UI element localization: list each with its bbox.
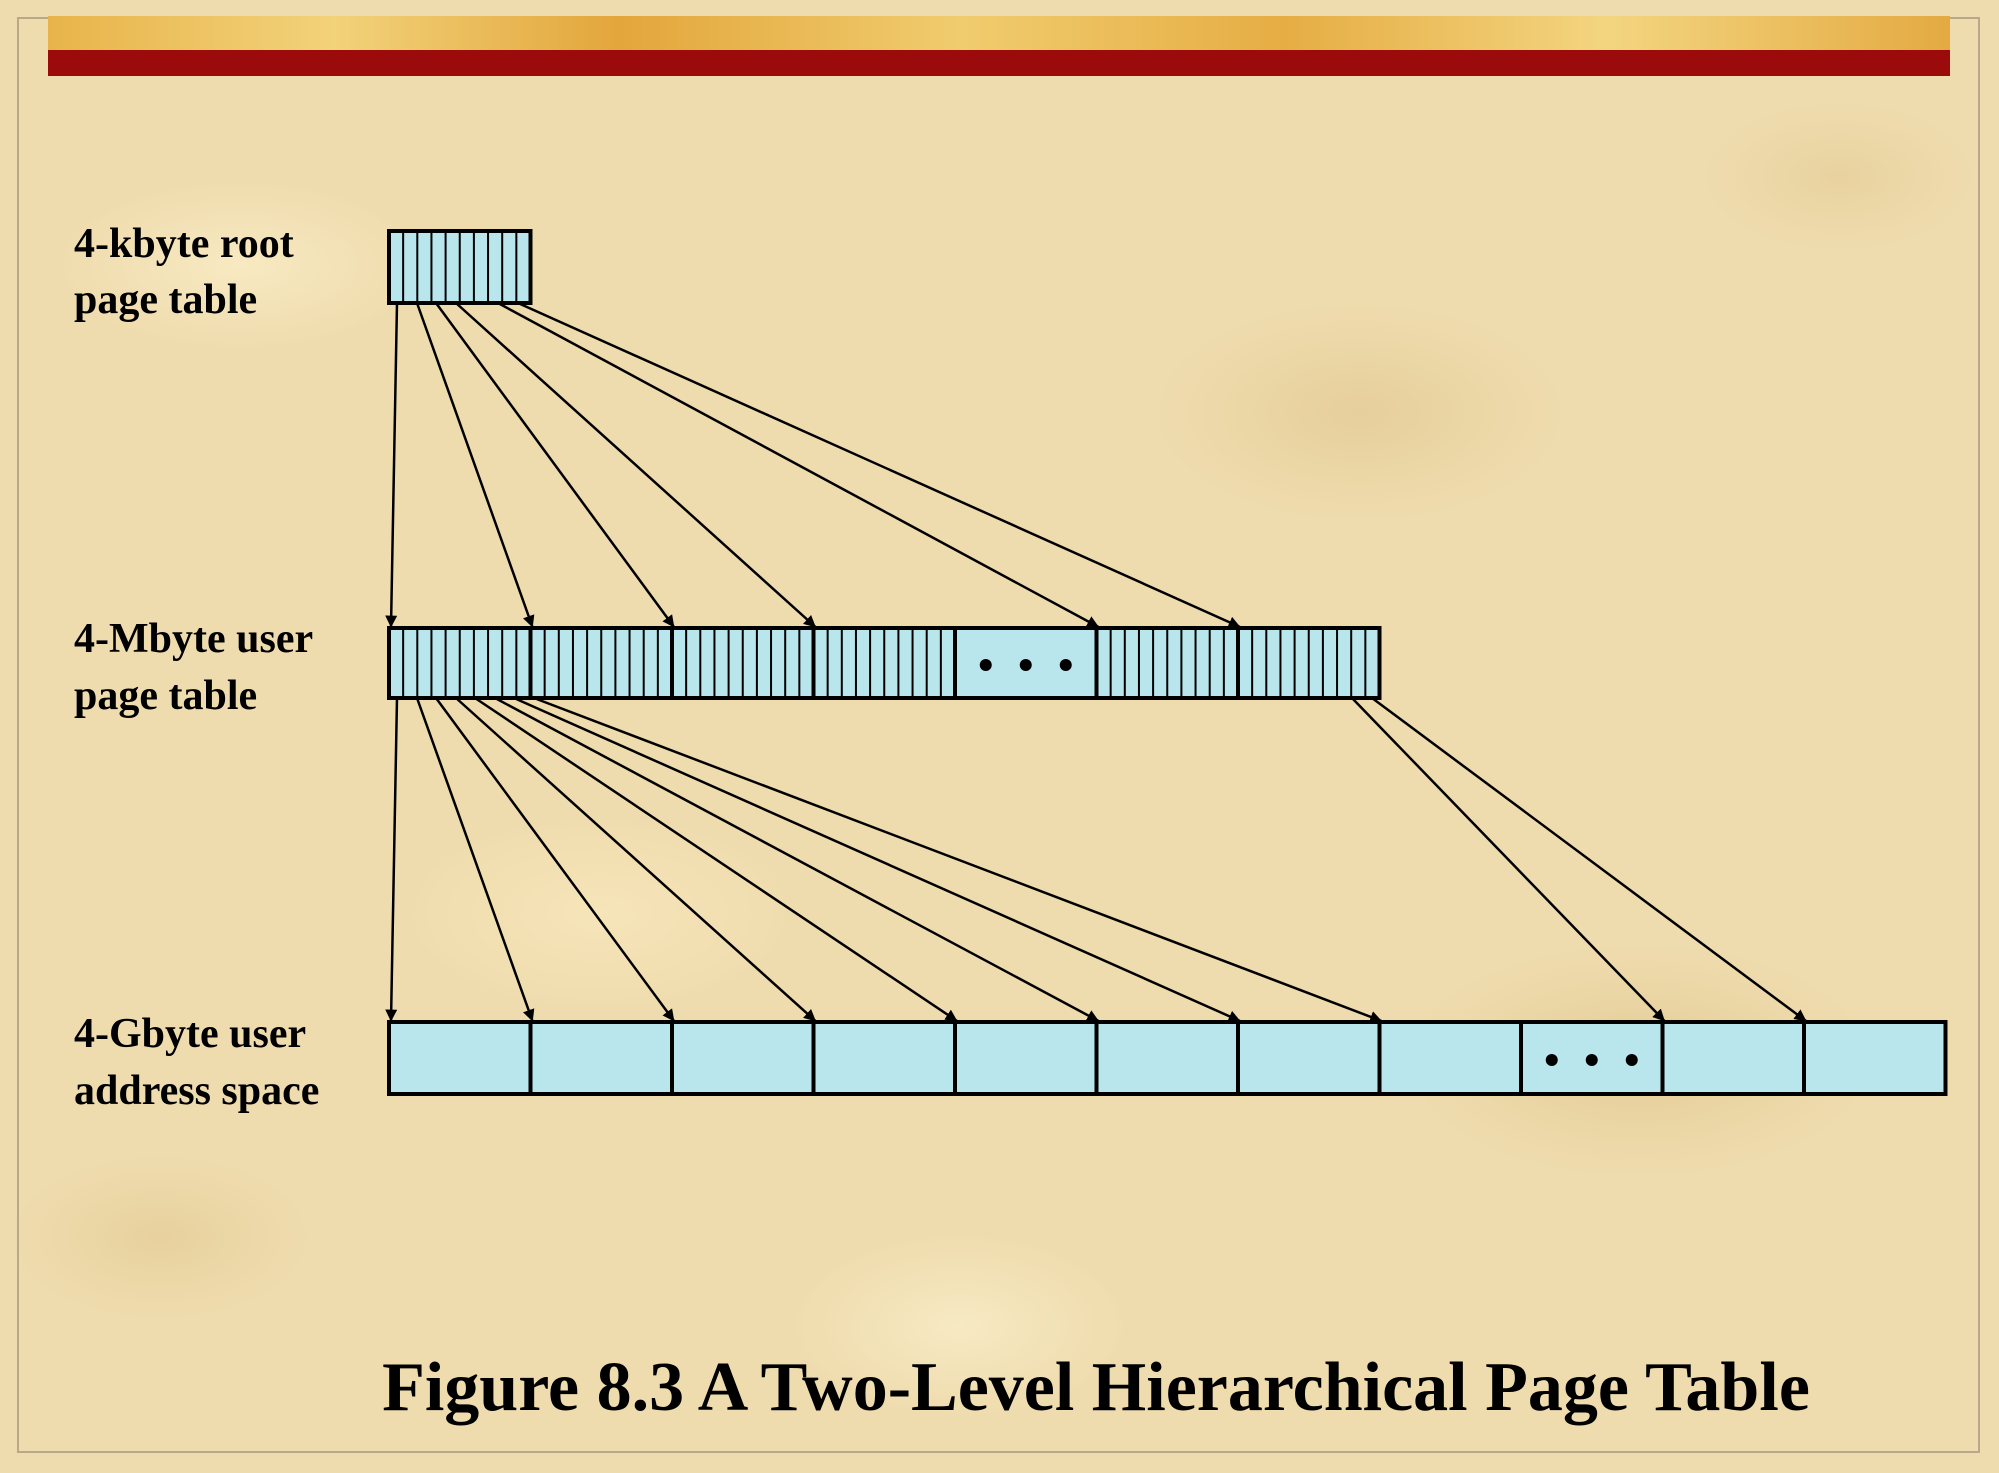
ellipsis-dot	[1059, 659, 1072, 671]
mapping-arrows	[385, 301, 1807, 1023]
slide-header-texture	[48, 16, 1950, 50]
mapping-arrow	[474, 696, 958, 1023]
user-table-block	[811, 626, 957, 700]
user-page-table	[387, 626, 1382, 700]
address-space-page	[1236, 1020, 1382, 1096]
block-outline	[387, 1020, 533, 1096]
mapping-arrow	[434, 302, 676, 628]
root-page-table	[387, 229, 533, 305]
address-space-page	[1094, 1020, 1240, 1096]
user-address-space	[387, 1020, 1948, 1096]
ellipsis-dot	[1625, 1054, 1638, 1066]
mapping-arrow	[385, 697, 399, 1022]
ellipsis-dot	[1019, 659, 1032, 671]
slide-header-bar	[48, 50, 1950, 76]
root-table-entries	[387, 229, 533, 305]
user-table-block	[1094, 626, 1240, 700]
mapping-arrow	[1371, 696, 1807, 1023]
ellipsis-dot	[1545, 1054, 1558, 1066]
address-space-page	[528, 1020, 674, 1096]
address-space-page	[1660, 1020, 1806, 1096]
mapping-arrow	[455, 697, 817, 1022]
block-outline	[953, 1020, 1099, 1096]
user-table-block	[387, 626, 533, 700]
mapping-arrow	[517, 301, 1241, 629]
mapping-arrow	[494, 696, 1100, 1023]
user-table-block	[670, 626, 816, 700]
mapping-arrow	[434, 697, 676, 1022]
block-outline	[528, 1020, 674, 1096]
mapping-arrow	[415, 302, 535, 628]
root-table-label: 4-kbyte root page table	[74, 221, 304, 323]
mapping-arrow	[533, 696, 1383, 1023]
block-outline	[1094, 1020, 1240, 1096]
user-table-block	[1236, 626, 1382, 700]
ellipsis-dot	[1585, 1054, 1598, 1066]
address-space-page	[387, 1020, 533, 1096]
block-outline	[670, 1020, 816, 1096]
address-space-page	[953, 1020, 1099, 1096]
block-outline	[1660, 1020, 1806, 1096]
block-outline	[1802, 1020, 1948, 1096]
mapping-arrow	[455, 302, 817, 628]
address-space-page	[1377, 1020, 1523, 1096]
user-table-ellipsis	[953, 626, 1099, 700]
block-outline	[1377, 1020, 1523, 1096]
address-space-page	[811, 1020, 957, 1096]
block-outline	[1236, 1020, 1382, 1096]
mapping-arrow	[513, 696, 1241, 1023]
address-space-page	[670, 1020, 816, 1096]
user-table-label: 4-Mbyte user page table	[74, 616, 323, 719]
address-space-label: 4-Gbyte user address space	[74, 1011, 319, 1114]
mapping-arrow	[415, 697, 535, 1022]
address-space-ellipsis	[1519, 1020, 1665, 1096]
mapping-arrow	[497, 301, 1100, 629]
mapping-arrow	[1351, 697, 1666, 1022]
user-table-block	[528, 626, 674, 700]
mapping-arrow	[385, 302, 399, 628]
address-space-page	[1802, 1020, 1948, 1096]
figure-caption: Figure 8.3 A Two-Level Hierarchical Page…	[382, 1349, 1810, 1426]
ellipsis-dot	[979, 659, 992, 671]
block-outline	[811, 1020, 957, 1096]
